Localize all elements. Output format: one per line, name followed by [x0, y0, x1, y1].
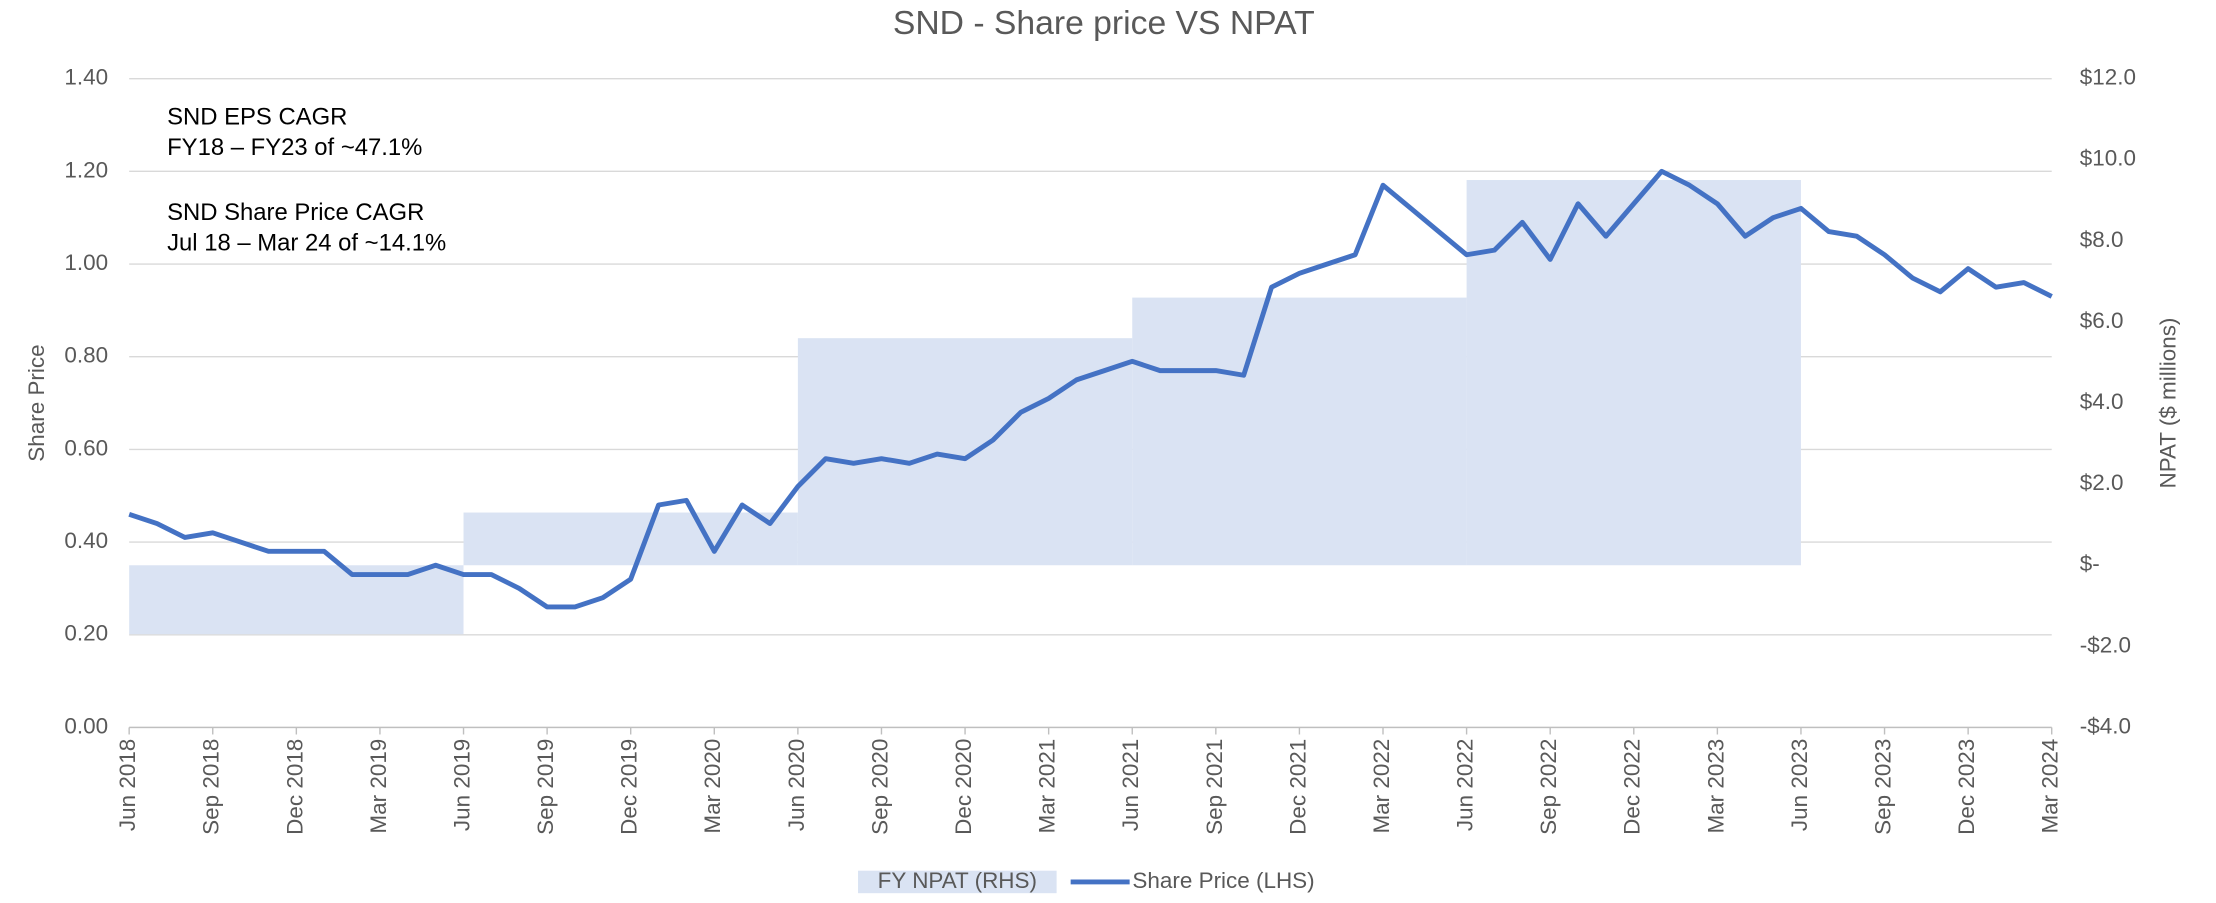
annotation: SND EPS CAGR [167, 103, 347, 130]
legend-label: FY NPAT (RHS) [878, 868, 1037, 893]
annotation: SND Share Price CAGR [167, 199, 424, 226]
x-tick-label: Dec 2023 [1954, 739, 1979, 835]
y-tick-label: 0.80 [64, 343, 108, 368]
npat-bar [129, 565, 464, 635]
y-tick-label: 0.40 [64, 528, 108, 553]
y2-tick-label: -$4.0 [2080, 713, 2131, 738]
y-tick-label: 0.00 [64, 713, 108, 738]
x-tick-label: Mar 2022 [1369, 739, 1394, 834]
y2-tick-label: $2.0 [2080, 470, 2124, 495]
y2-tick-label: $10.0 [2080, 146, 2136, 171]
x-tick-label: Mar 2024 [2038, 739, 2063, 834]
chart-title: SND - Share price VS NPAT [893, 4, 1315, 42]
x-tick-label: Sep 2020 [867, 739, 892, 835]
x-tick-label: Mar 2021 [1035, 739, 1060, 834]
y2-tick-label: $6.0 [2080, 308, 2124, 333]
y-tick-label: 0.20 [64, 621, 108, 646]
legend-label: Share Price (LHS) [1132, 868, 1314, 893]
x-tick-label: Sep 2022 [1536, 739, 1561, 835]
x-tick-label: Jun 2021 [1118, 739, 1143, 831]
x-tick-label: Jun 2023 [1787, 739, 1812, 831]
x-tick-label: Mar 2019 [366, 739, 391, 834]
x-tick-label: Jun 2020 [784, 739, 809, 831]
x-tick-label: Mar 2020 [700, 739, 725, 834]
annotation: Jul 18 – Mar 24 of ~14.1% [167, 230, 446, 257]
npat-bar [1466, 180, 1801, 566]
x-tick-label: Dec 2020 [951, 739, 976, 835]
legend-swatch [858, 870, 1057, 894]
y2-tick-label: $- [2080, 551, 2100, 576]
x-tick-label: Dec 2021 [1285, 739, 1310, 835]
y2-tick-label: $4.0 [2080, 389, 2124, 414]
x-tick-label: Dec 2018 [282, 739, 307, 835]
npat-bar [463, 512, 798, 566]
x-tick-label: Sep 2018 [199, 739, 224, 835]
x-tick-label: Jun 2022 [1453, 739, 1478, 831]
y-tick-label: 1.00 [64, 250, 108, 275]
npat-bar [1132, 297, 1467, 566]
y2-tick-label: $8.0 [2080, 227, 2124, 252]
y-tick-label: 1.20 [64, 157, 108, 182]
share-price-line [128, 168, 2053, 610]
y2-axis-title: NPAT ($ millions) [2156, 318, 2181, 489]
annotation: FY18 – FY23 of ~47.1% [167, 134, 422, 161]
axes: 0.00 0.20 0.40 0.60 0.80 1.00 1.20 1.40 -$4.0 -$2… [64, 65, 2136, 835]
y2-tick-label: $12.0 [2080, 65, 2136, 90]
x-tick-label: Sep 2019 [533, 739, 558, 835]
x-tick-label: Mar 2023 [1703, 739, 1728, 834]
npat-bar [797, 338, 1133, 566]
y-axis-title: Share Price [24, 344, 49, 461]
x-tick-label: Dec 2019 [617, 739, 642, 835]
y-tick-label: 1.40 [64, 65, 108, 90]
y2-tick-label: -$2.0 [2080, 632, 2131, 657]
plot-area [128, 168, 2053, 635]
x-tick-label: Jun 2019 [449, 739, 474, 831]
y-tick-label: 0.60 [64, 435, 108, 460]
x-tick-label: Jun 2018 [115, 739, 140, 831]
x-tick-label: Sep 2023 [1870, 739, 1895, 835]
x-tick-label: Sep 2021 [1202, 739, 1227, 835]
x-tick-label: Dec 2022 [1620, 739, 1645, 835]
